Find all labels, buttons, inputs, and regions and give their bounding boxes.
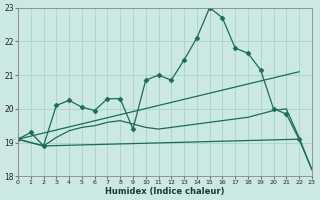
X-axis label: Humidex (Indice chaleur): Humidex (Indice chaleur)	[105, 187, 225, 196]
